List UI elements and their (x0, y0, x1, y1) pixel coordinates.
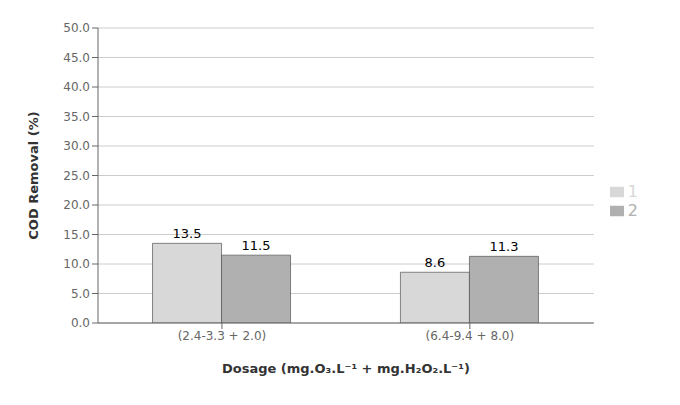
svg-text:COD Removal (%): COD Removal (%) (26, 111, 41, 239)
svg-text:10.0: 10.0 (63, 257, 90, 271)
svg-text:(6.4-9.4 + 8.0): (6.4-9.4 + 8.0) (426, 329, 515, 343)
svg-text:15.0: 15.0 (63, 228, 90, 242)
svg-text:8.6: 8.6 (425, 255, 446, 270)
html-text:1: 1 (627, 181, 638, 201)
html-text:2: 2 (627, 200, 638, 220)
svg-text:45.0: 45.0 (63, 51, 90, 65)
svg-text:25.0: 25.0 (63, 169, 90, 183)
svg-text:30.0: 30.0 (63, 139, 90, 153)
svg-text:50.0: 50.0 (63, 21, 90, 35)
svg-text:(2.4-3.3 + 2.0): (2.4-3.3 + 2.0) (178, 329, 267, 343)
svg-text:Dosage (mg.O₃.L⁻¹ + mg.H₂O₂.L⁻: Dosage (mg.O₃.L⁻¹ + mg.H₂O₂.L⁻¹) (222, 361, 470, 376)
svg-text:11.5: 11.5 (242, 238, 271, 253)
svg-text:13.5: 13.5 (173, 226, 202, 241)
svg-text:40.0: 40.0 (63, 80, 90, 94)
svg-text:20.0: 20.0 (63, 198, 90, 212)
svg-text:11.3: 11.3 (489, 239, 518, 254)
svg-text:35.0: 35.0 (63, 110, 90, 124)
svg-text:0.0: 0.0 (71, 316, 90, 330)
svg-text:5.0: 5.0 (71, 287, 90, 301)
